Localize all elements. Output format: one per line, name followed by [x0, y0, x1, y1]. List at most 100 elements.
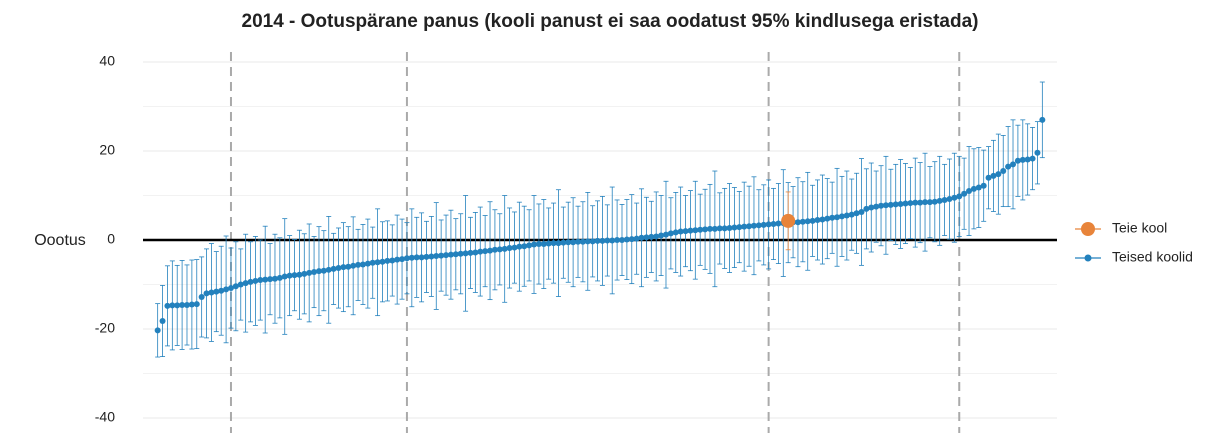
- legend-marker: [1084, 254, 1092, 262]
- point: [834, 214, 841, 221]
- point: [550, 240, 557, 247]
- point: [902, 200, 909, 207]
- point: [521, 243, 528, 250]
- point: [824, 215, 831, 222]
- point: [746, 223, 753, 230]
- point: [1000, 168, 1007, 175]
- point: [980, 182, 987, 189]
- point: [271, 275, 278, 282]
- point: [697, 226, 704, 233]
- point: [970, 185, 977, 192]
- point: [267, 276, 274, 283]
- point: [873, 203, 880, 210]
- point: [643, 234, 650, 241]
- point: [164, 302, 171, 309]
- point: [682, 228, 689, 235]
- point: [223, 286, 230, 293]
- point: [599, 237, 606, 244]
- point: [413, 254, 420, 261]
- point: [208, 289, 215, 296]
- point: [526, 242, 533, 249]
- point: [496, 246, 503, 253]
- point: [340, 264, 347, 271]
- point: [731, 224, 738, 231]
- point: [384, 257, 391, 264]
- point: [794, 219, 801, 226]
- point: [154, 327, 161, 334]
- point: [579, 238, 586, 245]
- point: [545, 240, 552, 247]
- plot-area: [143, 81, 1057, 358]
- point: [467, 249, 474, 256]
- point: [193, 301, 200, 308]
- point: [335, 265, 342, 272]
- point: [423, 253, 430, 260]
- point: [975, 184, 982, 191]
- point: [662, 231, 669, 238]
- point: [1014, 157, 1021, 164]
- point: [726, 224, 733, 231]
- point: [692, 227, 699, 234]
- point: [174, 302, 181, 309]
- point: [672, 229, 679, 236]
- point: [711, 225, 718, 232]
- point: [985, 174, 992, 181]
- legend-label: Teie kool: [1112, 220, 1167, 236]
- point: [677, 228, 684, 235]
- point: [604, 237, 611, 244]
- point: [721, 225, 728, 232]
- point: [667, 230, 674, 237]
- point: [447, 251, 454, 258]
- point: [633, 235, 640, 242]
- point: [452, 251, 459, 258]
- point: [868, 204, 875, 211]
- point: [257, 277, 264, 284]
- point: [750, 222, 757, 229]
- point: [540, 241, 547, 248]
- y-tick-label: -20: [95, 320, 115, 336]
- point: [1019, 156, 1026, 163]
- y-tick-label: 0: [107, 231, 115, 247]
- point: [183, 301, 190, 308]
- point: [946, 196, 953, 203]
- point: [506, 245, 513, 252]
- point: [716, 225, 723, 232]
- point: [1034, 149, 1041, 156]
- point: [394, 256, 401, 263]
- point: [882, 202, 889, 209]
- point: [609, 237, 616, 244]
- point: [487, 247, 494, 254]
- point: [301, 270, 308, 277]
- point: [408, 254, 415, 261]
- point: [482, 248, 489, 255]
- point: [1005, 163, 1012, 170]
- point: [843, 212, 850, 219]
- point: [858, 208, 865, 215]
- point: [931, 198, 938, 205]
- y-tick-label: -40: [95, 409, 115, 425]
- point: [555, 240, 562, 247]
- point: [658, 232, 665, 239]
- grid: 40 20 0 -20 -40: [95, 52, 1057, 433]
- highlight-point: [781, 213, 796, 228]
- point: [1024, 156, 1031, 163]
- point: [472, 249, 479, 256]
- point: [838, 213, 845, 220]
- point: [491, 246, 498, 253]
- point: [966, 188, 973, 195]
- point: [1029, 155, 1036, 162]
- point: [770, 220, 777, 227]
- point: [1039, 116, 1046, 123]
- point: [389, 257, 396, 264]
- point: [618, 237, 625, 243]
- point: [315, 268, 322, 275]
- point: [1010, 161, 1017, 168]
- point: [159, 317, 166, 324]
- point: [403, 255, 410, 262]
- point: [623, 236, 630, 243]
- point: [589, 238, 596, 245]
- point: [702, 226, 709, 233]
- y-axis-label: Oootus: [34, 232, 86, 249]
- point: [926, 199, 933, 206]
- point: [936, 197, 943, 204]
